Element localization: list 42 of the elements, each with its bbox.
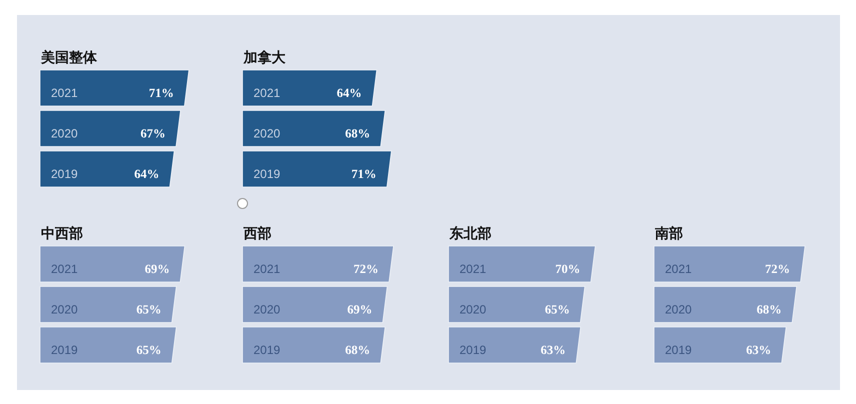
y-tick-label: 2019 bbox=[254, 167, 281, 181]
y-tick-label: 2021 bbox=[51, 86, 78, 100]
y-tick-label: 2019 bbox=[254, 343, 281, 357]
chart-title: 中西部 bbox=[41, 225, 83, 242]
data-label: 65% bbox=[544, 302, 570, 316]
data-label: 67% bbox=[140, 126, 166, 140]
y-tick-label: 2021 bbox=[254, 86, 281, 100]
y-tick-label: 2021 bbox=[665, 262, 692, 276]
y-tick-label: 2019 bbox=[665, 343, 692, 357]
data-label: 72% bbox=[765, 262, 790, 276]
chart-title: 东北部 bbox=[448, 225, 492, 242]
data-label: 69% bbox=[347, 302, 372, 316]
chart-title: 西部 bbox=[242, 225, 272, 242]
y-tick-label: 2020 bbox=[665, 302, 692, 316]
data-label: 72% bbox=[354, 262, 378, 276]
data-label: 64% bbox=[336, 86, 362, 100]
y-tick-label: 2019 bbox=[51, 343, 78, 357]
chart-title: 加拿大 bbox=[242, 50, 286, 66]
data-label: 68% bbox=[345, 126, 370, 140]
data-label: 71% bbox=[351, 167, 376, 181]
y-tick-label: 2021 bbox=[460, 262, 487, 276]
y-tick-label: 2020 bbox=[51, 302, 78, 316]
data-label: 64% bbox=[134, 167, 160, 181]
data-label: 65% bbox=[136, 343, 162, 357]
y-tick-label: 2020 bbox=[460, 302, 487, 316]
y-tick-label: 2020 bbox=[51, 126, 78, 140]
y-tick-label: 2020 bbox=[254, 126, 281, 140]
chart-title: 南部 bbox=[654, 225, 683, 242]
data-label: 68% bbox=[345, 343, 370, 357]
data-label: 69% bbox=[144, 262, 170, 276]
y-tick-label: 2019 bbox=[51, 167, 78, 181]
y-tick-label: 2021 bbox=[254, 262, 281, 276]
data-label: 70% bbox=[555, 262, 580, 276]
data-label: 65% bbox=[136, 302, 162, 316]
data-label: 71% bbox=[148, 86, 174, 100]
chart-title: 美国整体 bbox=[40, 49, 98, 66]
data-label: 63% bbox=[540, 343, 566, 357]
y-tick-label: 2020 bbox=[254, 302, 281, 316]
data-label: 63% bbox=[746, 343, 772, 357]
y-tick-label: 2019 bbox=[460, 343, 487, 357]
y-tick-label: 2021 bbox=[51, 262, 78, 276]
data-label: 68% bbox=[756, 302, 782, 316]
